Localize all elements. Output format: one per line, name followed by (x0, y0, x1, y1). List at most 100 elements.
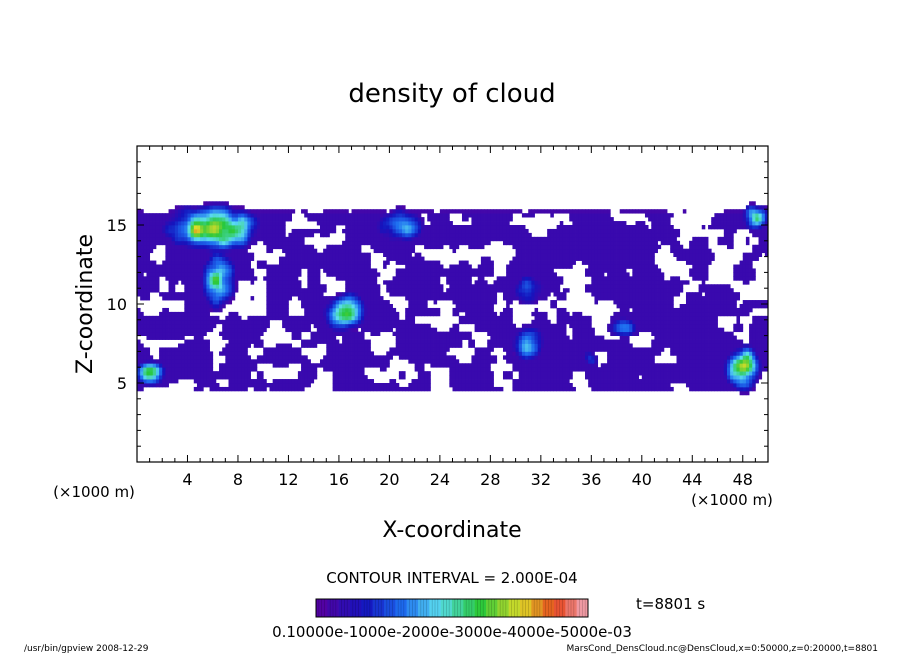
density-cell (477, 315, 482, 321)
density-cell (326, 264, 330, 269)
density-cell (496, 288, 501, 293)
density-cell (297, 244, 302, 250)
density-cell (408, 343, 412, 348)
density-cell (304, 213, 308, 218)
density-cell (301, 379, 305, 384)
density-cell (137, 339, 141, 344)
density-cell (411, 260, 416, 265)
density-cell (572, 367, 576, 372)
density-cell (241, 256, 245, 261)
density-cell (291, 272, 296, 277)
density-cell (137, 240, 141, 246)
density-cell (294, 236, 299, 242)
density-cell (285, 319, 289, 325)
density-cell (225, 228, 229, 234)
density-cell (581, 351, 586, 356)
density-cell (282, 300, 286, 305)
density-cell (266, 307, 270, 313)
density-cell (436, 355, 441, 360)
density-cell (515, 347, 520, 352)
density-cell (206, 375, 210, 380)
density-cell (137, 256, 141, 261)
density-cell (471, 343, 475, 348)
density-cell (338, 252, 343, 257)
density-cell (581, 252, 586, 257)
density-cell (518, 276, 523, 281)
density-cell (332, 331, 337, 336)
density-cell (206, 300, 210, 305)
density-cell (468, 296, 472, 301)
density-cell (417, 221, 422, 226)
density-cell (181, 236, 185, 242)
density-cell (540, 284, 545, 289)
density-cell (219, 236, 223, 242)
density-cell (556, 359, 561, 364)
density-cell (398, 280, 403, 285)
density-cell (452, 292, 457, 297)
density-cell (361, 232, 365, 238)
density-cell (215, 319, 220, 325)
density-cell (162, 355, 166, 360)
density-cell (376, 284, 381, 289)
density-cell (165, 311, 169, 317)
density-cell (490, 327, 494, 333)
density-cell (361, 351, 365, 356)
density-cell (266, 355, 270, 360)
density-cell (209, 205, 214, 210)
density-cell (215, 213, 220, 218)
density-cell (417, 371, 422, 376)
density-cell (518, 296, 523, 301)
density-cell (323, 225, 327, 230)
density-cell (509, 359, 513, 364)
density-cell (291, 292, 296, 297)
density-cell (310, 276, 315, 281)
density-cell (386, 260, 390, 265)
density-cell (228, 331, 233, 336)
density-cell (566, 319, 570, 325)
density-cell (297, 264, 302, 269)
density-cell (319, 221, 324, 226)
density-cell (433, 221, 438, 226)
density-cell (376, 315, 381, 321)
density-cell (351, 280, 356, 285)
density-cell (405, 240, 409, 246)
density-cell (581, 339, 586, 344)
density-cell (178, 371, 182, 376)
density-cell (288, 264, 292, 269)
density-cell (275, 307, 280, 313)
density-cell (556, 280, 561, 285)
density-cell (348, 232, 352, 238)
density-cell (250, 339, 255, 344)
density-cell (219, 209, 223, 214)
density-cell (171, 355, 176, 360)
density-cell (143, 256, 147, 261)
density-cell (146, 367, 151, 372)
density-cell (525, 347, 529, 352)
density-cell (512, 276, 516, 281)
density-cell (348, 248, 352, 254)
density-cell (471, 339, 475, 344)
density-cell (244, 379, 248, 384)
density-cell (288, 359, 292, 364)
density-cell (534, 264, 539, 269)
density-cell (408, 327, 412, 333)
density-cell (544, 327, 548, 333)
density-cell (547, 359, 551, 364)
density-cell (496, 217, 501, 222)
density-cell (319, 252, 324, 257)
density-cell (540, 319, 545, 325)
density-cell (140, 311, 144, 317)
density-cell (521, 371, 526, 376)
density-cell (367, 343, 371, 348)
density-cell (370, 292, 375, 297)
density-cell (468, 288, 472, 293)
density-cell (297, 292, 302, 297)
density-cell (550, 355, 554, 360)
density-cell (351, 240, 356, 246)
density-cell (165, 367, 169, 372)
density-cell (585, 343, 589, 348)
density-cell (484, 209, 488, 214)
density-cell (152, 276, 157, 281)
density-cell (275, 355, 280, 360)
density-cell (367, 311, 371, 317)
